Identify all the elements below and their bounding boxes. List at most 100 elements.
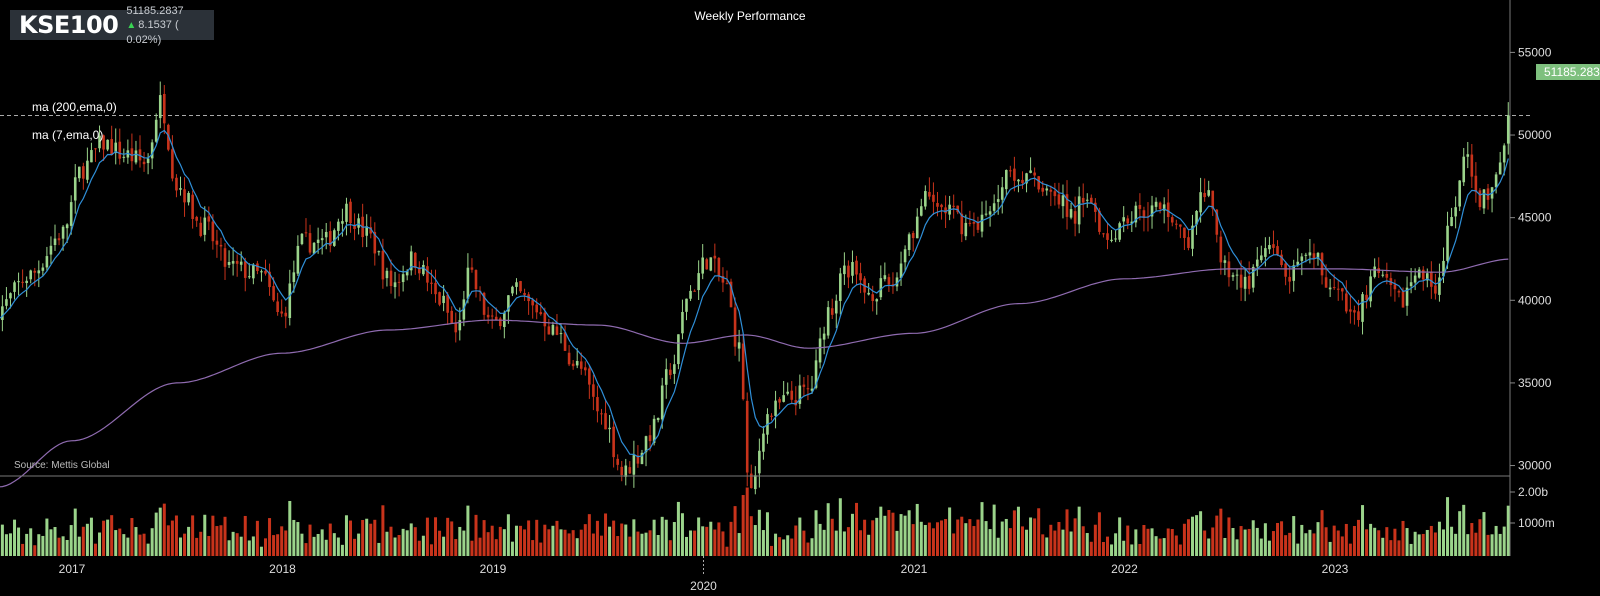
volume-bar <box>1377 530 1381 556</box>
candle-body <box>782 395 785 402</box>
volume-bar <box>709 521 713 556</box>
volume-bar <box>1049 524 1053 556</box>
candle-body <box>73 177 77 201</box>
candle-body <box>915 216 919 239</box>
volume-tick-label: 2.00b <box>1518 485 1548 499</box>
candle-body <box>535 304 539 313</box>
candle-body <box>385 270 389 279</box>
candle-body <box>1316 252 1320 259</box>
volume-bar <box>988 529 992 556</box>
candle-body <box>1009 170 1012 172</box>
last-price-tag: 51185.283 <box>1536 64 1600 80</box>
candle-body <box>256 263 259 271</box>
volume-bar <box>1061 529 1065 556</box>
volume-bar <box>102 520 106 556</box>
candle-body <box>810 388 814 391</box>
candle-body <box>114 142 118 154</box>
volume-bar <box>227 540 231 556</box>
candle-body <box>1106 233 1109 240</box>
volume-bar <box>389 526 393 556</box>
candle-body <box>1102 233 1105 235</box>
volume-bar <box>899 514 903 556</box>
volume-bar <box>741 495 745 556</box>
candle-body <box>1385 273 1389 278</box>
candle-body <box>964 222 968 237</box>
candle-body <box>1462 156 1466 183</box>
volume-bar <box>794 525 798 556</box>
candle-body <box>1296 261 1300 265</box>
volume-bar <box>361 519 365 556</box>
volume-bar <box>466 505 470 556</box>
volume-bar <box>446 517 450 556</box>
candle-body <box>1268 245 1271 250</box>
candle-body <box>316 239 320 243</box>
candle-body <box>786 391 789 394</box>
volume-bar <box>405 530 409 556</box>
candle-body <box>1405 287 1409 306</box>
volume-bar <box>385 531 389 556</box>
candle-body <box>377 251 381 253</box>
volume-bar <box>875 517 879 556</box>
candle-body <box>1312 253 1316 259</box>
candle-body <box>1502 145 1506 163</box>
volume-bar <box>53 527 57 556</box>
volume-bar <box>268 518 272 556</box>
volume-bar <box>1081 526 1085 556</box>
volume-bar <box>1211 527 1215 556</box>
candle-body <box>1332 287 1336 289</box>
candle-body <box>239 261 243 265</box>
volume-bar <box>883 515 887 556</box>
volume-bar <box>531 540 535 556</box>
candle-body <box>928 191 931 197</box>
candle-body <box>458 320 462 331</box>
candle-body <box>515 282 518 287</box>
candle-body <box>422 264 425 275</box>
candle-body <box>171 149 174 179</box>
candle-body <box>717 257 721 277</box>
candle-body <box>1187 237 1190 248</box>
candle-body <box>337 221 340 231</box>
volume-bar <box>174 515 178 556</box>
candle-body <box>563 332 567 351</box>
candle-body <box>608 427 611 430</box>
candle-body <box>450 310 454 324</box>
candle-body <box>1199 192 1202 213</box>
candle-body <box>612 426 615 458</box>
candle-body <box>936 203 939 207</box>
volume-bar <box>1332 525 1336 556</box>
x-tick-label: 2020 <box>690 579 717 593</box>
ma-fast-label[interactable]: ma (7,ema,0) <box>32 128 104 142</box>
volume-bar <box>272 535 276 556</box>
candle-body <box>1037 176 1040 190</box>
volume-bar <box>1126 525 1130 556</box>
volume-bar <box>110 515 114 556</box>
volume-bar <box>1146 528 1150 556</box>
volume-bar <box>29 528 33 556</box>
volume-bar <box>608 526 612 556</box>
candle-body <box>798 385 802 404</box>
candle-body <box>669 369 672 376</box>
volume-bar <box>450 521 454 556</box>
volume-bar <box>365 518 369 556</box>
candle-body <box>1280 254 1283 266</box>
volume-bar <box>1110 544 1114 556</box>
ma-200-line <box>0 258 1509 488</box>
volume-bar <box>1296 543 1300 556</box>
volume-bar <box>421 535 425 556</box>
volume-bar <box>1308 529 1312 556</box>
volume-bar <box>1494 525 1498 556</box>
candle-body <box>887 277 891 285</box>
candle-body <box>1308 252 1312 256</box>
volume-bar <box>1304 533 1308 556</box>
candle-body <box>292 272 296 282</box>
volume-bar <box>1437 521 1441 556</box>
volume-bar <box>223 516 227 556</box>
volume-bar <box>1166 528 1170 556</box>
candle-body <box>264 270 267 274</box>
volume-bar <box>1466 534 1470 556</box>
volume-bar <box>1336 530 1340 556</box>
candle-body <box>389 270 393 286</box>
volume-bar <box>652 519 656 556</box>
volume-bar <box>98 532 102 556</box>
ma-slow-label[interactable]: ma (200,ema,0) <box>32 100 117 114</box>
